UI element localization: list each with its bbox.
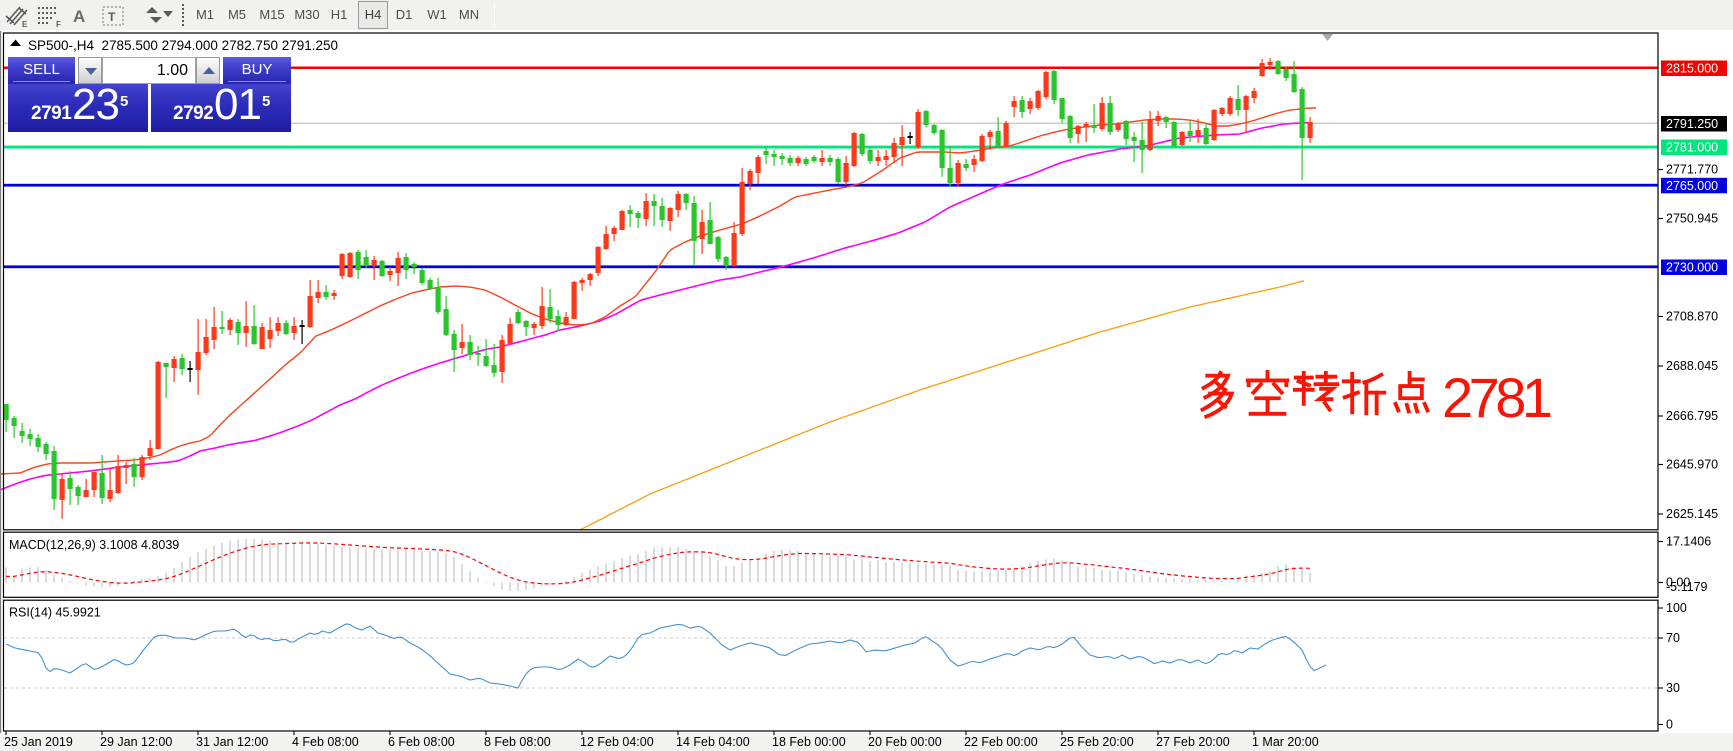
svg-text:A: A xyxy=(73,7,85,26)
svg-text:2645.970: 2645.970 xyxy=(1666,458,1718,472)
svg-text:0.00: 0.00 xyxy=(1666,576,1690,590)
svg-text:27 Feb 20:00: 27 Feb 20:00 xyxy=(1156,735,1230,749)
svg-text:E: E xyxy=(22,20,28,29)
svg-text:2625.145: 2625.145 xyxy=(1666,507,1718,521)
svg-text:SP500-,H4 2785.500 2794.000 2: SP500-,H4 2785.500 2794.000 2782.750 279… xyxy=(28,38,338,53)
svg-text:2781.000: 2781.000 xyxy=(1666,141,1718,155)
svg-text:22 Feb 00:00: 22 Feb 00:00 xyxy=(964,735,1038,749)
svg-text:6 Feb 08:00: 6 Feb 08:00 xyxy=(388,735,455,749)
svg-text:-5.1179: -5.1179 xyxy=(1666,580,1708,594)
svg-text:25 Jan 2019: 25 Jan 2019 xyxy=(4,735,73,749)
svg-text:F: F xyxy=(56,20,61,29)
svg-text:2771.770: 2771.770 xyxy=(1666,163,1718,177)
svg-text:1 Mar 20:00: 1 Mar 20:00 xyxy=(1252,735,1319,749)
svg-text:20 Feb 00:00: 20 Feb 00:00 xyxy=(868,735,942,749)
svg-text:4 Feb 08:00: 4 Feb 08:00 xyxy=(292,735,359,749)
svg-text:0: 0 xyxy=(1666,718,1673,732)
svg-text:25 Feb 20:00: 25 Feb 20:00 xyxy=(1060,735,1134,749)
svg-text:29 Jan 12:00: 29 Jan 12:00 xyxy=(100,735,172,749)
svg-text:2815.000: 2815.000 xyxy=(1666,62,1718,76)
svg-text:12 Feb 04:00: 12 Feb 04:00 xyxy=(580,735,654,749)
svg-text:MACD(12,26,9) 3.1008 4.8039: MACD(12,26,9) 3.1008 4.8039 xyxy=(9,538,179,552)
svg-text:T: T xyxy=(108,10,116,24)
svg-text:17.1406: 17.1406 xyxy=(1666,535,1711,549)
svg-text:2688.045: 2688.045 xyxy=(1666,359,1718,373)
svg-text:31 Jan 12:00: 31 Jan 12:00 xyxy=(196,735,268,749)
svg-text:2666.795: 2666.795 xyxy=(1666,409,1718,423)
svg-text:18 Feb 00:00: 18 Feb 00:00 xyxy=(772,735,846,749)
svg-text:2791.250: 2791.250 xyxy=(1666,117,1718,131)
svg-text:2750.945: 2750.945 xyxy=(1666,212,1718,226)
svg-text:2765.000: 2765.000 xyxy=(1666,179,1718,193)
svg-text:30: 30 xyxy=(1666,681,1680,695)
svg-text:100: 100 xyxy=(1666,601,1687,615)
svg-text:RSI(14) 45.9921: RSI(14) 45.9921 xyxy=(9,606,101,620)
svg-text:70: 70 xyxy=(1666,631,1680,645)
svg-text:8 Feb 08:00: 8 Feb 08:00 xyxy=(484,735,551,749)
svg-text:2781: 2781 xyxy=(1442,366,1551,429)
svg-text:2730.000: 2730.000 xyxy=(1666,261,1718,275)
svg-text:14 Feb 04:00: 14 Feb 04:00 xyxy=(676,735,750,749)
svg-text:2708.870: 2708.870 xyxy=(1666,310,1718,324)
